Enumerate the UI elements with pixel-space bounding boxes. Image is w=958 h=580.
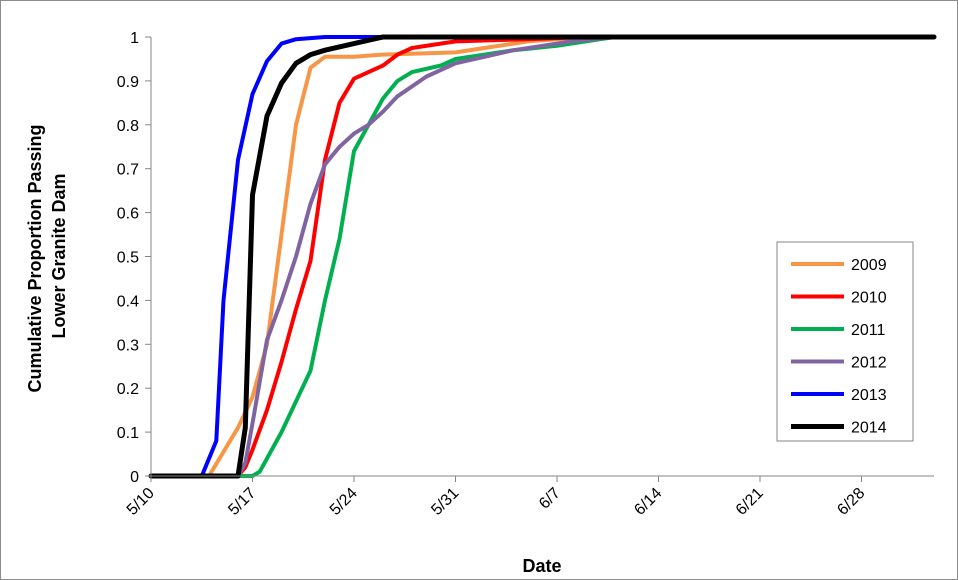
x-axis-title: Date [522,556,561,576]
series-line-2014 [148,34,937,479]
y-tick-label: 0.3 [117,337,139,354]
legend-label-2013: 2013 [851,387,887,404]
legend: 2009 2010 2011 2012 2013 2014 [776,241,914,442]
x-tick-label: 5/24 [327,485,361,519]
series-line-2013 [149,35,936,478]
x-tick-label: 5/31 [428,485,462,519]
y-tick-label: 0.1 [117,425,139,442]
y-tick-label: 0.2 [117,381,139,398]
y-axis-title-line-1: Cumulative Proportion Passing [25,124,45,392]
legend-box [776,241,914,442]
x-tick-label: 6/28 [834,485,868,519]
series-line-2012 [149,35,936,478]
x-tick-label: 6/7 [536,485,564,513]
series-layer [148,34,937,479]
y-tick-label: 0.8 [117,118,139,135]
legend-label-2009: 2009 [851,257,887,274]
series-line-2010 [149,35,936,478]
x-tick-label: 5/10 [124,485,158,519]
y-tick-label: 0.9 [117,74,139,91]
y-axis-title: Cumulative Proportion Passing Lower Gran… [25,119,69,392]
legend-label-2010: 2010 [851,290,887,307]
y-tick-label: 1 [130,30,139,47]
y-tick-label: 0.5 [117,250,139,267]
x-tick-label: 6/21 [733,485,767,519]
legend-label-2012: 2012 [851,355,887,372]
legend-label-2011: 2011 [851,322,886,339]
x-tick-label: 6/14 [631,485,665,519]
y-tick-label: 0.4 [117,293,139,310]
y-axis-ticks: 0 0.1 0.2 0.3 0.4 0.5 0.6 0.7 0.8 0.9 1 [117,30,151,486]
y-axis-title-line-2: Lower Granite Dam [49,173,69,338]
y-tick-label: 0.7 [117,162,139,179]
y-tick-label: 0.6 [117,206,139,223]
x-tick-label: 5/17 [225,485,259,519]
legend-label-2014: 2014 [851,420,887,437]
y-tick-label: 0 [130,469,139,486]
x-axis-ticks: 5/10 5/17 5/24 5/31 6/7 6/14 6/21 6/28 [124,476,868,519]
